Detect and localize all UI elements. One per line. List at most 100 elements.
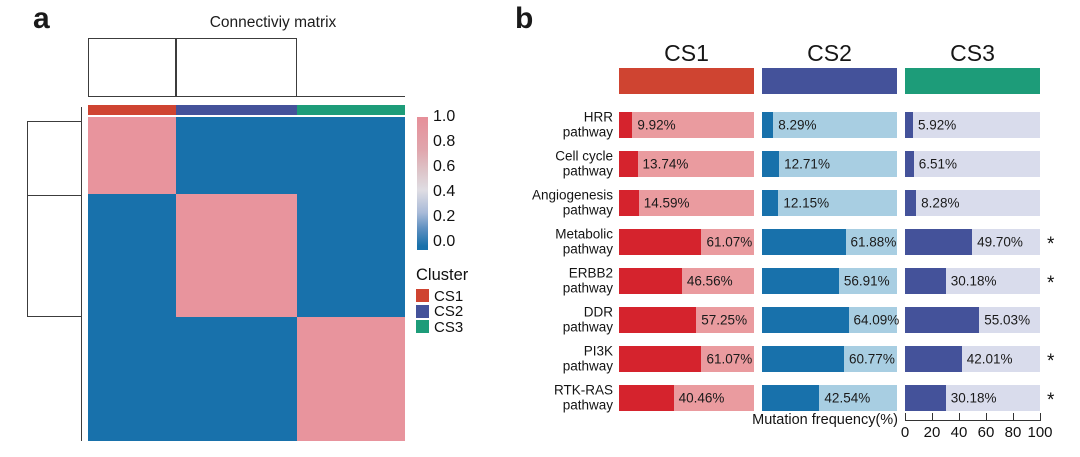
column-annotation-segment-cs3: [297, 105, 405, 115]
bar-track-cs1: 13.74%: [619, 151, 754, 177]
bar-track-cs1: 61.07%: [619, 229, 754, 255]
legend-item-label: CS3: [434, 318, 464, 336]
axis-tick-label: 60: [977, 424, 995, 441]
colorbar-tick-label: 0.8: [433, 133, 456, 150]
bar-fill-cs2: [762, 112, 774, 138]
legend-swatch-cs3: [416, 320, 429, 333]
bar-track-cs2: 12.71%: [762, 151, 897, 177]
bar-value-label: 42.01%: [966, 351, 1013, 367]
bar-value-label: 57.25%: [701, 312, 748, 328]
panel-a-letter: a: [33, 2, 50, 35]
bar-value-label: 40.46%: [678, 390, 725, 406]
bar-track-cs1: 46.56%: [619, 268, 754, 294]
column-dendrogram-divider: [175, 38, 177, 97]
bar-track-cs3: 55.03%: [905, 307, 1040, 333]
bar-value-label: 42.54%: [824, 390, 871, 406]
pathway-label: Angiogenesis pathway: [531, 187, 613, 217]
cluster-header-name-cs3: CS3: [950, 40, 995, 66]
bar-fill-cs1: [619, 112, 633, 138]
axis-tick: [986, 412, 988, 420]
significance-asterisk: *: [1047, 273, 1055, 294]
axis-tick: [932, 412, 934, 420]
legend-swatch-cs1: [416, 289, 429, 302]
bar-track-cs2: 60.77%: [762, 346, 897, 372]
bar-fill-cs3: [905, 151, 914, 177]
axis-tick: [959, 412, 961, 420]
heatmap-cell-r2c2: [297, 317, 405, 441]
bar-fill-cs2: [762, 229, 846, 255]
bar-fill-cs3: [905, 346, 962, 372]
bar-value-label: 56.91%: [843, 273, 890, 289]
bar-track-cs3: 5.92%: [905, 112, 1040, 138]
axis-tick: [1013, 412, 1015, 420]
colorbar-tick-label: 1.0: [433, 108, 456, 125]
row-dendrogram-divider: [27, 195, 82, 197]
axis-tick-label: 80: [1004, 424, 1022, 441]
heatmap-cell-r1c2: [297, 194, 405, 317]
connectivity-heatmap: [88, 117, 405, 441]
bar-value-label: 61.07%: [706, 351, 753, 367]
bar-value-label: 49.70%: [977, 234, 1023, 250]
bar-value-label: 30.18%: [950, 390, 997, 406]
heatmap-cell-r0c0: [88, 117, 176, 194]
pathway-label: RTK-RAS pathway: [553, 382, 613, 412]
heatmap-cell-r2c1: [176, 317, 297, 441]
bar-value-label: 8.28%: [921, 195, 960, 211]
bar-value-label: 8.29%: [778, 117, 817, 133]
colorbar-tick-label: 0.4: [433, 183, 456, 200]
pathway-label: HRR pathway: [562, 109, 613, 139]
bar-value-label: 9.92%: [637, 117, 676, 133]
column-dendrogram-box: [88, 38, 297, 97]
pathway-label: Metabolic pathway: [555, 226, 613, 256]
bar-track-cs2: 42.54%: [762, 385, 897, 411]
legend-item-label: CS1: [434, 287, 464, 305]
colorbar-tick-label: 0.6: [433, 158, 456, 175]
bar-value-label: 60.77%: [849, 351, 895, 367]
pathway-label: DDR pathway: [562, 304, 613, 334]
bar-fill-cs3: [905, 229, 973, 255]
bar-value-label: 46.56%: [686, 273, 733, 289]
legend-item-label: CS2: [434, 303, 464, 320]
bar-track-cs2: 8.29%: [762, 112, 897, 138]
significance-asterisk: *: [1047, 390, 1055, 411]
column-dendrogram-extension: [297, 95, 405, 97]
heatmap-cell-r0c1: [176, 117, 297, 194]
axis-tick: [1040, 412, 1042, 420]
bar-value-label: 6.51%: [918, 156, 958, 172]
bar-fill-cs3: [905, 268, 946, 294]
axis-tick-label: 0: [900, 424, 910, 441]
cluster-header-bar-cs2: [762, 68, 897, 94]
bar-value-label: 5.92%: [917, 117, 957, 133]
x-axis-label: Mutation frequency(%): [752, 412, 898, 428]
bar-fill-cs2: [762, 385, 820, 411]
bar-fill-cs1: [619, 307, 697, 333]
cluster-header-bar-cs3: [905, 68, 1040, 94]
bar-fill-cs1: [619, 151, 638, 177]
bar-fill-cs2: [762, 307, 849, 333]
row-dendrogram-box: [27, 121, 83, 317]
bar-value-label: 14.59%: [643, 195, 690, 211]
bar-track-cs2: 61.88%: [762, 229, 897, 255]
axis-tick: [905, 412, 907, 420]
colorbar-gradient: [417, 117, 428, 250]
pathway-label: Cell cycle pathway: [555, 148, 613, 178]
bar-fill-cs2: [762, 151, 780, 177]
cluster-header-name-cs2: CS2: [807, 40, 852, 66]
colorbar-tick-label: 0.2: [433, 208, 456, 225]
bar-fill-cs3: [905, 385, 946, 411]
bar-fill-cs2: [762, 346, 845, 372]
axis-line: [905, 419, 1042, 421]
bar-track-cs2: 56.91%: [762, 268, 897, 294]
cluster-header-bar-cs1: [619, 68, 754, 94]
cluster-header-name-cs1: CS1: [664, 40, 709, 66]
bar-fill-cs3: [905, 190, 917, 216]
bar-value-label: 12.71%: [784, 156, 830, 172]
bar-track-cs3: 30.18%: [905, 385, 1040, 411]
bar-track-cs1: 9.92%: [619, 112, 754, 138]
bar-fill-cs2: [762, 268, 839, 294]
bar-fill-cs1: [619, 385, 674, 411]
cluster-legend-title: Cluster: [416, 266, 469, 284]
significance-asterisk: *: [1047, 234, 1055, 255]
heatmap-cell-r1c0: [88, 194, 176, 317]
